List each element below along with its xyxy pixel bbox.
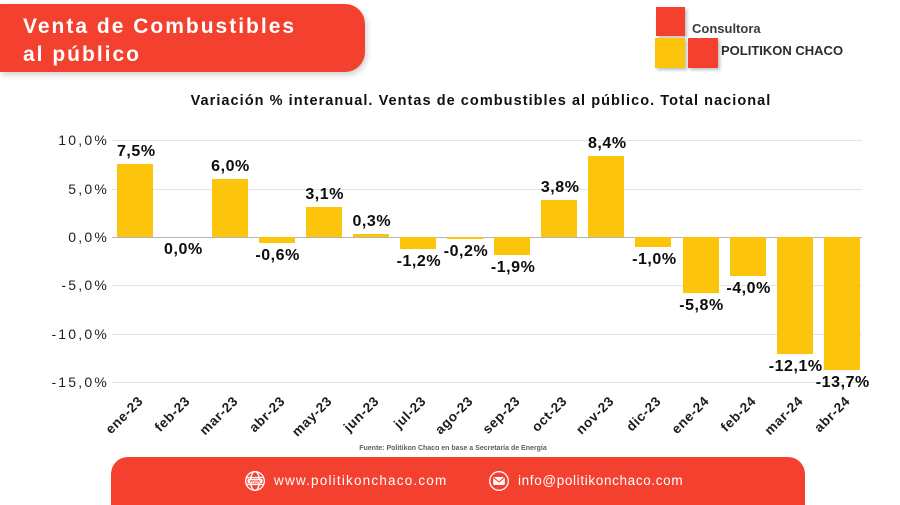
svg-text:www: www [249, 479, 261, 484]
